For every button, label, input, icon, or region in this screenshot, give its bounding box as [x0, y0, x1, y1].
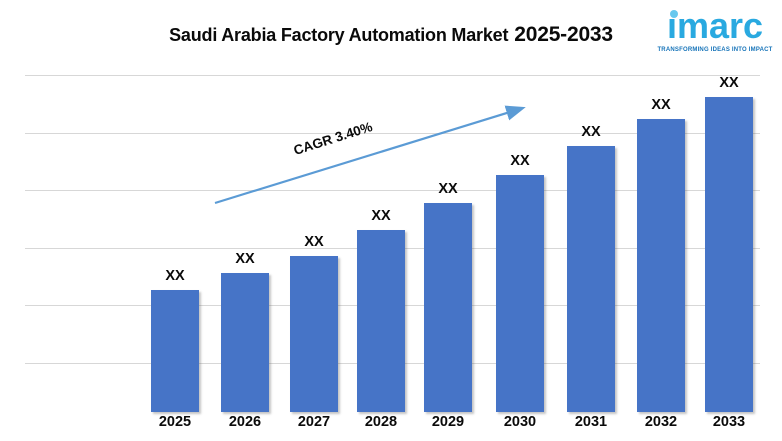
bar-2030	[496, 175, 544, 412]
bar-2033	[705, 97, 753, 412]
cagr-annotation: CAGR 3.40%	[291, 119, 375, 158]
x-axis-label: 2025	[158, 414, 192, 430]
x-axis-label: 2029	[431, 414, 465, 430]
logo-dot	[669, 10, 678, 18]
bar-value-label: XX	[438, 181, 458, 197]
logo-tagline: TRANSFORMING IDEAS INTO IMPACT	[657, 47, 773, 53]
page-title-range: 2025-2033	[514, 23, 613, 46]
bar-2028	[357, 230, 405, 412]
bar-value-label: XX	[165, 268, 185, 284]
x-axis-label: 2028	[364, 414, 398, 430]
x-axis-label: 2030	[503, 414, 537, 430]
x-axis-label: 2032	[644, 414, 678, 430]
logo-text: ımarc	[666, 5, 764, 46]
bar-2031	[567, 146, 615, 412]
gridline	[25, 75, 760, 76]
bar-2027	[290, 256, 338, 412]
bar-value-label: XX	[651, 97, 671, 113]
bar-value-label: XX	[235, 251, 255, 267]
bar-value-label: XX	[304, 234, 324, 250]
bar-value-label: XX	[581, 124, 601, 140]
bar-2032	[637, 119, 685, 412]
x-axis-label: 2027	[297, 414, 331, 430]
x-axis-label: 2033	[712, 414, 746, 430]
bar-value-label: XX	[719, 75, 739, 91]
page-title-main: Saudi Arabia Factory Automation Market	[169, 25, 509, 45]
x-axis-label: 2026	[228, 414, 262, 430]
page-title: Saudi Arabia Factory Automation Market 20…	[0, 23, 782, 47]
x-axis-label: 2031	[574, 414, 608, 430]
bar-value-label: XX	[371, 208, 391, 224]
imarc-logo: ımarc TRANSFORMING IDEAS INTO IMPACT	[654, 5, 776, 54]
bar-2025	[151, 290, 199, 412]
bar-2026	[221, 273, 269, 412]
bar-2029	[424, 203, 472, 412]
bar-value-label: XX	[510, 153, 530, 169]
